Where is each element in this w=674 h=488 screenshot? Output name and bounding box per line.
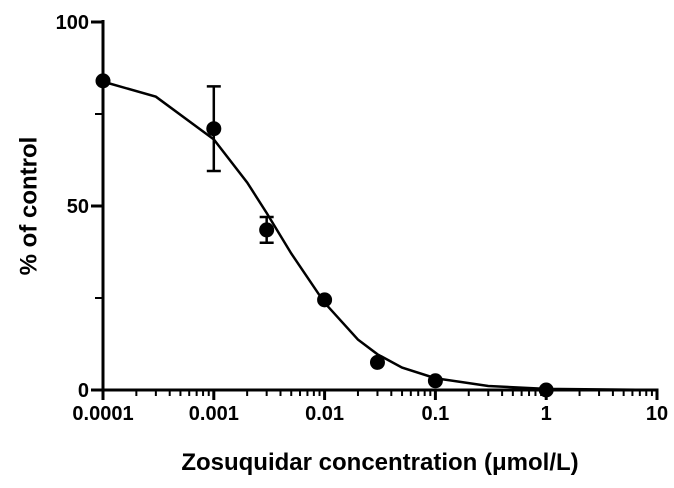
- data-point: [317, 292, 333, 308]
- data-point: [259, 222, 275, 238]
- y-tick-label: 100: [56, 12, 89, 34]
- x-tick-label: 1: [541, 403, 552, 425]
- x-axis-title: Zosuquidar concentration (μmol/L): [181, 449, 578, 476]
- data-point: [427, 373, 443, 389]
- x-tick-label: 0.01: [305, 403, 344, 425]
- x-tick-label: 0.0001: [72, 403, 133, 425]
- x-tick-label: 0.1: [421, 403, 449, 425]
- y-axis-title: % of control: [15, 137, 42, 276]
- x-tick-label: 0.001: [189, 403, 239, 425]
- x-tick-label: 10: [646, 403, 668, 425]
- data-point: [206, 121, 222, 137]
- data-point: [538, 382, 554, 398]
- y-tick-label: 50: [67, 196, 89, 218]
- data-point: [369, 354, 385, 370]
- fit-curve: [102, 80, 658, 392]
- data-point: [95, 73, 111, 89]
- y-tick-label: 0: [78, 380, 89, 402]
